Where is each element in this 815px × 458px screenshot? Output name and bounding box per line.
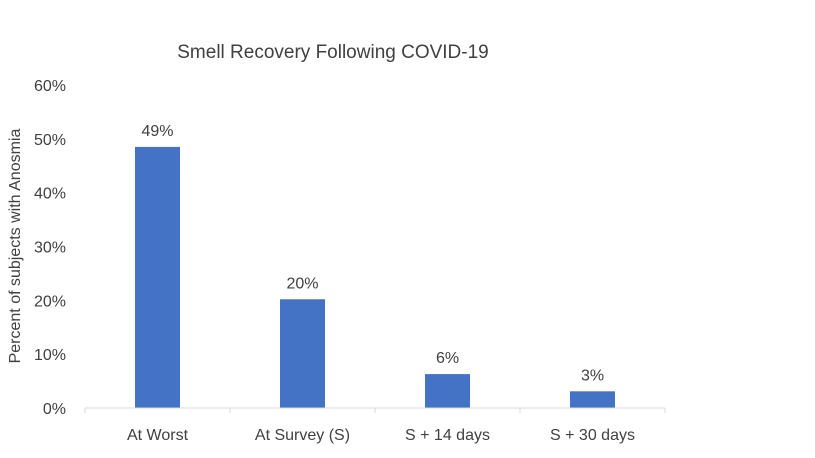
bar: [280, 299, 325, 408]
x-tick-label: S + 14 days: [405, 427, 490, 444]
y-tick-label: 0%: [43, 401, 66, 418]
y-tick-label: 60%: [34, 78, 66, 95]
bar: [135, 146, 180, 409]
y-axis-ticks: 0% 10% 20% 30% 40% 50% 60%: [34, 78, 66, 418]
data-label: 3%: [581, 367, 604, 384]
x-tick-label: At Survey (S): [255, 427, 350, 444]
chart-title: Smell Recovery Following COVID-19: [177, 42, 489, 63]
bars: [135, 146, 615, 409]
bar: [570, 391, 615, 408]
y-tick-label: 30%: [34, 240, 66, 257]
y-tick-label: 40%: [34, 186, 66, 203]
x-tick-label: S + 30 days: [550, 427, 635, 444]
data-labels: 49% 20% 6% 3%: [141, 123, 604, 384]
bar: [425, 374, 470, 408]
y-tick-label: 20%: [34, 293, 66, 310]
y-axis-label: Percent of subjects with Anosmia: [7, 129, 24, 364]
y-tick-label: 10%: [34, 347, 66, 364]
data-label: 20%: [286, 275, 318, 292]
x-axis-ticks: At Worst At Survey (S) S + 14 days S + 30 d…: [127, 427, 635, 444]
data-label: 49%: [141, 123, 173, 140]
x-axis: [84, 407, 666, 413]
x-tick-label: At Worst: [127, 427, 189, 444]
data-label: 6%: [436, 350, 459, 367]
y-tick-label: 50%: [34, 132, 66, 149]
